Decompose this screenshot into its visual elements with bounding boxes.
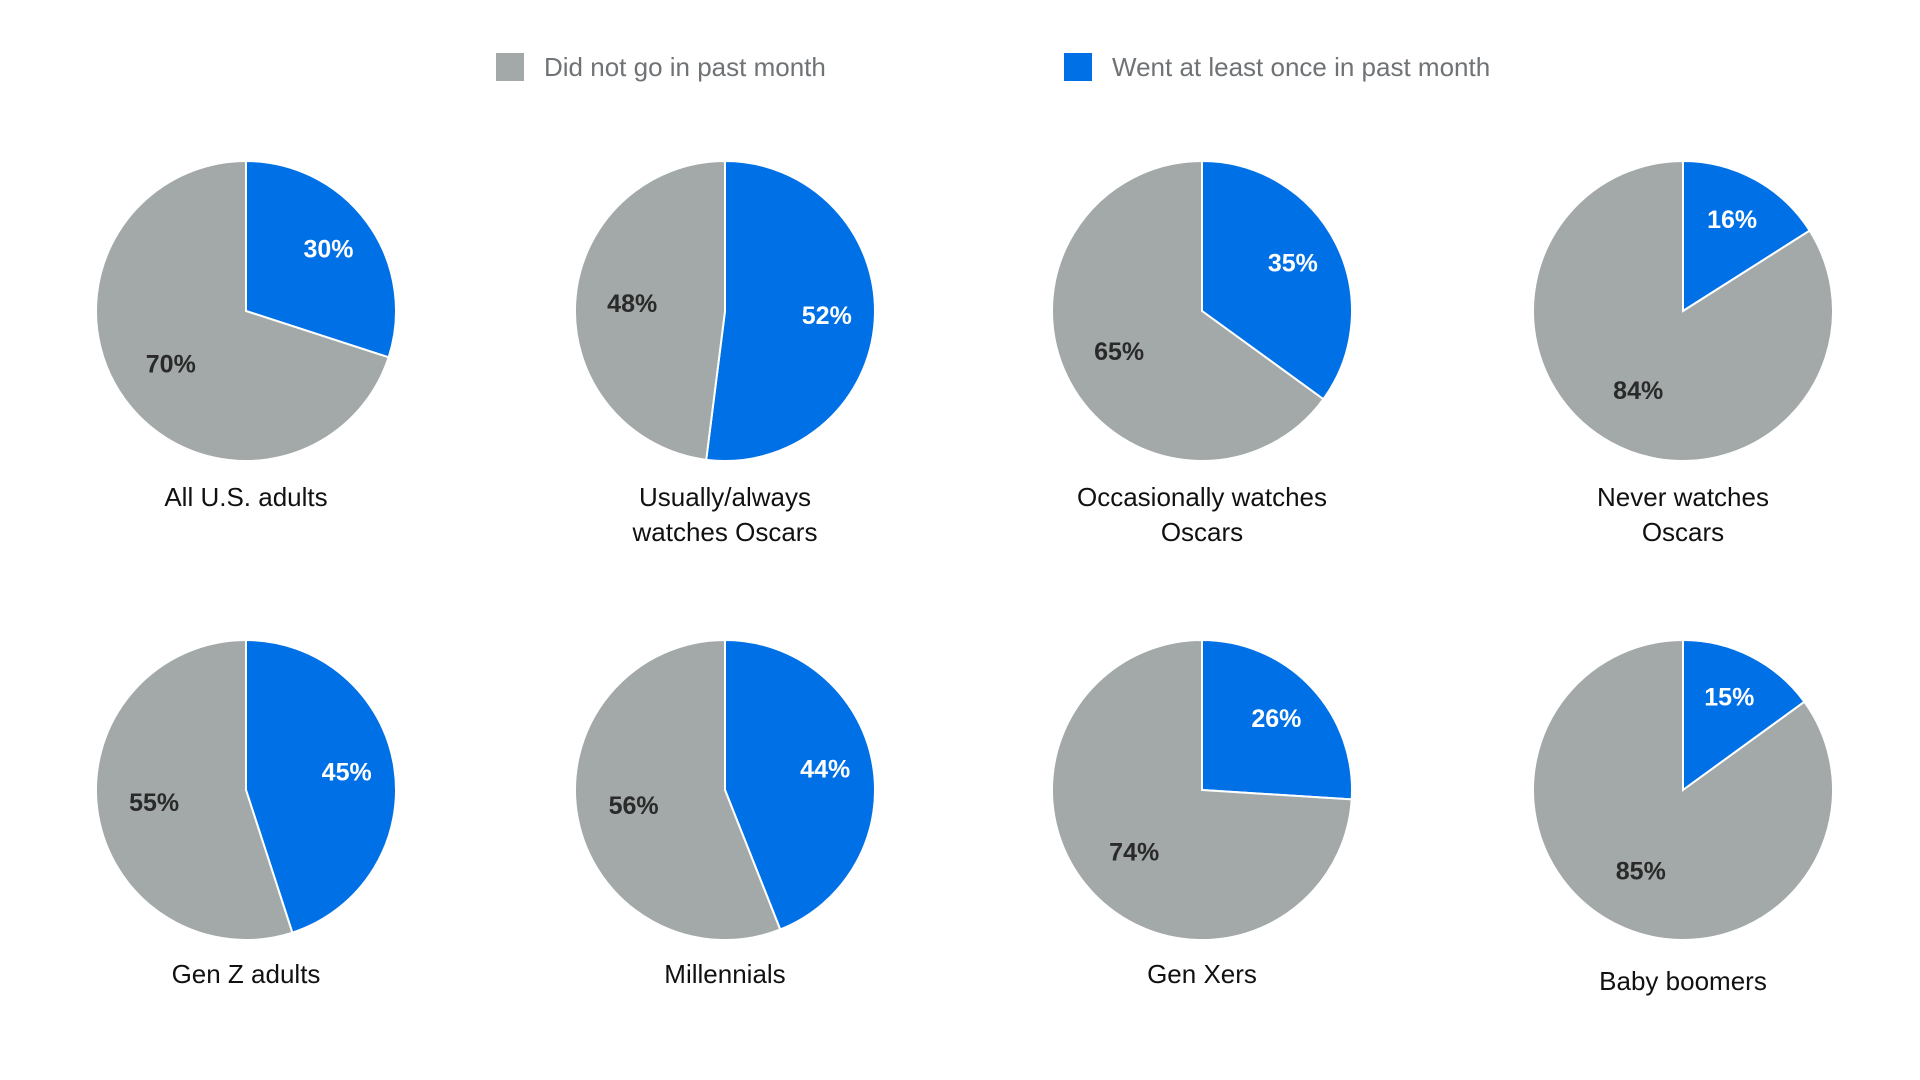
caption-never-watches-oscars: Never watches Oscars [1597, 482, 1769, 547]
slice-did-not-go-usually-always-watches-oscars [574, 159, 726, 461]
label-did-not-go-occasionally-watches-oscars: 65% [1094, 338, 1144, 366]
pie-gen-xers: 26% 74% Gen Xers [1051, 638, 1353, 989]
pie-all-u-s-adults: 30% 70% All U.S. adults [95, 159, 397, 512]
legend-item-did-not-go: Did not go in past month [496, 50, 826, 84]
label-went-never-watches-oscars: 16% [1707, 206, 1757, 234]
legend-item-went: Went at least once in past month [1064, 50, 1490, 84]
label-went-baby-boomers: 15% [1704, 684, 1754, 712]
pie-millennials: 44% 56% Millennials [574, 638, 876, 989]
label-went-occasionally-watches-oscars: 35% [1268, 249, 1318, 277]
caption-millennials: Millennials [664, 959, 785, 989]
slice-went-never-watches-oscars [1682, 159, 1812, 313]
pie-baby-boomers: 15% 85% Baby boomers [1532, 638, 1834, 996]
label-went-millennials: 44% [800, 756, 850, 784]
slice-went-baby-boomers [1682, 638, 1806, 792]
caption-gen-xers: Gen Xers [1147, 959, 1257, 989]
slice-did-not-go-baby-boomers [1532, 638, 1834, 941]
label-did-not-go-gen-z-adults: 55% [129, 789, 179, 817]
label-went-usually-always-watches-oscars: 52% [802, 302, 852, 330]
slice-went-gen-xers [1201, 638, 1353, 801]
label-went-gen-z-adults: 45% [322, 759, 372, 787]
slice-did-not-go-all-u-s-adults [95, 159, 390, 462]
slice-went-all-u-s-adults [245, 159, 397, 359]
label-went-gen-xers: 26% [1251, 705, 1301, 733]
label-went-all-u-s-adults: 30% [303, 236, 353, 264]
pie-usually-always-watches-oscars: 52% 48% Usually/always watches Oscars [574, 159, 876, 547]
legend-label-went: Went at least once in past month [1112, 51, 1491, 82]
slice-did-not-go-gen-xers [1051, 638, 1353, 941]
label-did-not-go-all-u-s-adults: 70% [146, 350, 196, 378]
label-did-not-go-never-watches-oscars: 84% [1613, 377, 1663, 405]
slice-went-occasionally-watches-oscars [1201, 159, 1353, 401]
slice-went-gen-z-adults [245, 638, 397, 934]
slice-did-not-go-gen-z-adults [95, 638, 294, 941]
legend-swatch-went [1064, 53, 1092, 81]
label-did-not-go-gen-xers: 74% [1109, 838, 1159, 866]
legend-swatch-did-not-go [496, 53, 524, 81]
pie-occasionally-watches-oscars: 35% 65% Occasionally watches Oscars [1051, 159, 1353, 547]
caption-gen-z-adults: Gen Z adults [172, 959, 321, 989]
legend-label-did-not-go: Did not go in past month [544, 51, 826, 82]
caption-all-u-s-adults: All U.S. adults [164, 482, 327, 512]
caption-baby-boomers: Baby boomers [1599, 966, 1767, 996]
slice-did-not-go-occasionally-watches-oscars [1051, 159, 1325, 462]
pie-gen-z-adults: 45% 55% Gen Z adults [95, 638, 397, 989]
label-did-not-go-usually-always-watches-oscars: 48% [607, 290, 657, 318]
slice-went-usually-always-watches-oscars [705, 159, 876, 462]
label-did-not-go-baby-boomers: 85% [1616, 858, 1666, 886]
slice-did-not-go-never-watches-oscars [1532, 159, 1834, 462]
caption-occasionally-watches-oscars: Occasionally watches Oscars [1077, 482, 1327, 547]
slice-went-millennials [724, 638, 876, 931]
slice-did-not-go-millennials [574, 638, 782, 941]
label-did-not-go-millennials: 56% [609, 792, 659, 820]
pie-never-watches-oscars: 16% 84% Never watches Oscars [1532, 159, 1834, 547]
caption-usually-always-watches-oscars: Usually/always watches Oscars [632, 482, 818, 547]
